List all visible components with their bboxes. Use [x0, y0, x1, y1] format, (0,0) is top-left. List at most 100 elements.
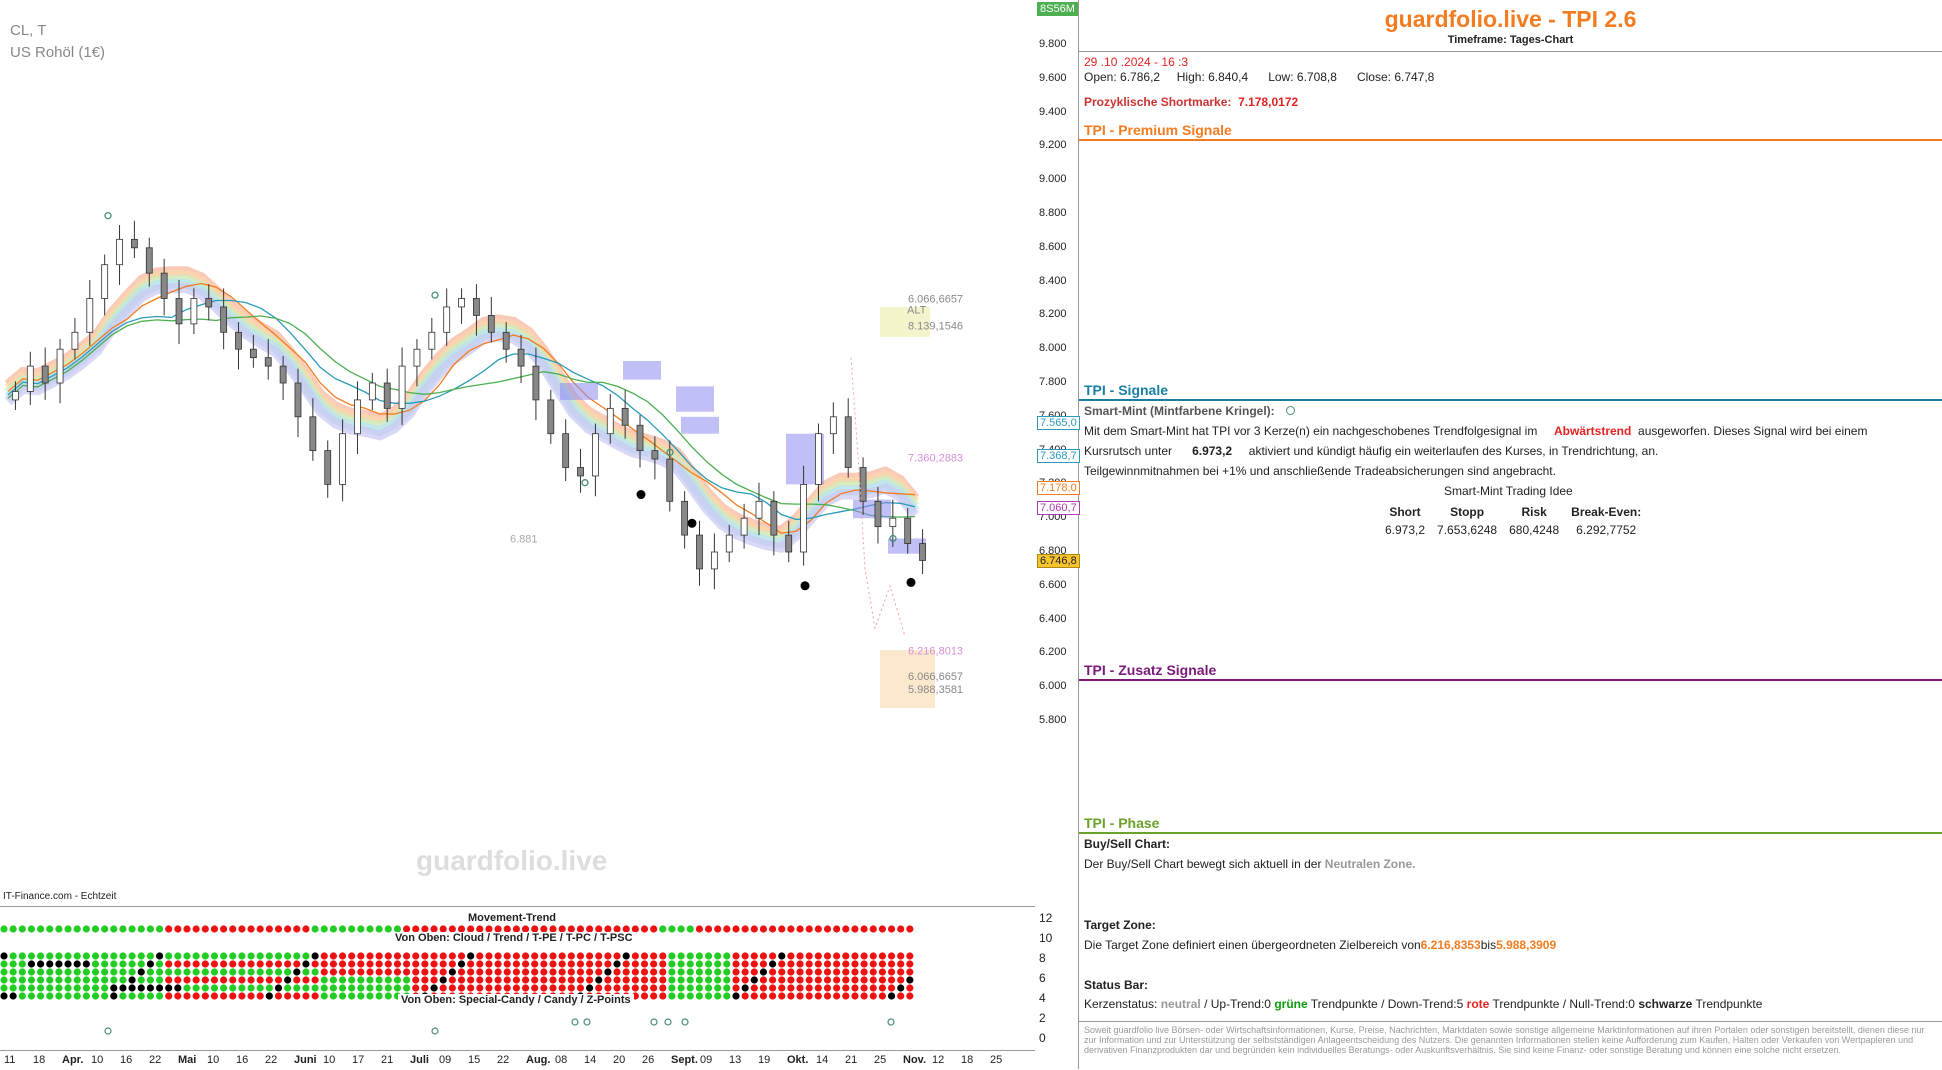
indicator-dot — [183, 976, 191, 984]
indicator-dot — [174, 968, 182, 976]
indicator-dot — [421, 960, 429, 968]
candle-body — [160, 272, 168, 299]
indicator-dot — [338, 984, 347, 992]
indicator-dot — [613, 976, 621, 984]
indicator-dot — [0, 968, 8, 976]
indicator-dot — [805, 976, 813, 984]
indicator-dot — [375, 984, 383, 992]
candle-body — [517, 348, 525, 367]
disclaimer: Soweit guardfolio live Börsen- oder Wirt… — [1084, 1025, 1925, 1055]
ma-ribbon — [4, 283, 919, 554]
indicator-dot — [146, 925, 154, 933]
candle-body — [190, 298, 198, 325]
indicator-dot — [137, 925, 145, 933]
candle-body — [116, 238, 123, 266]
indicator-dot — [887, 968, 896, 976]
indicator-dot — [393, 968, 402, 976]
candle-body — [621, 407, 629, 426]
candle-body — [755, 500, 763, 519]
candle-body — [859, 467, 867, 502]
indicator-dot — [238, 976, 246, 984]
indicator-dot — [631, 960, 639, 968]
indicator-dot — [659, 952, 667, 960]
price-chart[interactable]: ALT 6.066,6657 8.139,1546 7.360,2883 6.881 6.… — [0, 0, 1036, 906]
indicator-dot — [485, 984, 493, 992]
indicator-dot — [521, 984, 530, 992]
indicator-dot — [101, 925, 109, 933]
indicator-dot — [906, 984, 914, 992]
alt-zone — [880, 306, 930, 337]
indicator-dot — [448, 968, 456, 976]
time-axis[interactable]: 11 18 Apr. 10 16 22 Mai 10 16 22 Juni 10 17 21 Juli 09 1… — [0, 1050, 1035, 1070]
time-tick: 18 — [961, 1054, 974, 1066]
indicator-dot — [723, 925, 731, 933]
indicator-dot — [494, 984, 502, 992]
z-point-circle — [571, 1018, 579, 1026]
candle-body — [473, 298, 480, 316]
indicator-dot — [860, 992, 868, 1000]
indicator-dot — [375, 952, 383, 960]
indicator-dot — [640, 960, 649, 968]
indicator-dot — [448, 960, 456, 968]
indicator-dot — [860, 925, 868, 933]
indicator-dot — [91, 925, 100, 933]
indicator-dot — [375, 925, 383, 933]
indicator-dot — [119, 960, 127, 968]
indicator-dot — [686, 968, 694, 976]
indicator-dot — [732, 968, 740, 976]
price-tick: 9.000 — [1039, 173, 1067, 186]
candle-body — [398, 365, 406, 409]
indicator-dot — [0, 925, 8, 933]
indicator-dot — [256, 984, 264, 992]
indicator-dot — [146, 952, 154, 960]
indicator-dot — [494, 952, 502, 960]
indicator-dot — [274, 984, 283, 992]
indicator-dot — [567, 968, 575, 976]
indicator-dot — [586, 925, 594, 933]
indicator-dot — [329, 925, 337, 933]
price-axis[interactable]: 8S56M 9.800 9.600 9.400 9.200 9.000 8.800 8.60… — [1035, 0, 1080, 1069]
indicator-dot — [357, 952, 365, 960]
price-tick: 5.800 — [1039, 714, 1067, 726]
indicator-dot — [46, 968, 54, 976]
indicator-dot — [769, 952, 777, 960]
indicator-dot — [521, 952, 530, 960]
open-value: 6.786,2 — [1120, 70, 1161, 84]
indicator-dot — [393, 952, 402, 960]
indicator-dot — [91, 960, 100, 968]
indicator-dot — [503, 984, 511, 992]
indicator-dot — [366, 960, 374, 968]
indicator-dot — [238, 952, 246, 960]
candle-body — [829, 416, 837, 435]
candle-body — [428, 331, 436, 350]
indicator-dot — [823, 984, 832, 992]
indicator-dot — [869, 992, 877, 1000]
time-tick: 08 — [555, 1054, 568, 1066]
data-source-label: IT-Finance.com - Echtzeit — [3, 891, 117, 902]
indicator-dot — [128, 925, 136, 933]
indicator-dot — [101, 968, 109, 976]
indicator-dot — [851, 992, 859, 1000]
indicator-dot — [851, 952, 859, 960]
indicator-dot — [659, 984, 667, 992]
candle-body — [86, 298, 94, 333]
time-tick: 18 — [33, 1054, 46, 1066]
indicator-dot — [220, 992, 228, 1000]
trigger-value: 6.973,2 — [1192, 444, 1233, 458]
indicator-dot — [604, 960, 612, 968]
indicator-dot — [91, 976, 100, 984]
indicator-dot — [210, 976, 219, 984]
indicator-dot — [46, 984, 54, 992]
watermark: guardfolio.live — [416, 845, 608, 876]
indicator-dot — [366, 968, 374, 976]
candle-body — [249, 348, 257, 359]
time-tick: 17 — [352, 1054, 365, 1066]
indicator-dots-svg — [0, 925, 914, 1035]
indicator-dot — [284, 925, 292, 933]
time-tick: Okt. — [787, 1054, 809, 1066]
indicator-dot — [348, 968, 356, 976]
indicator-dot — [887, 984, 896, 992]
indicator-dot — [128, 968, 136, 976]
indicator-dot — [741, 925, 749, 933]
indicator-dot — [467, 960, 475, 968]
